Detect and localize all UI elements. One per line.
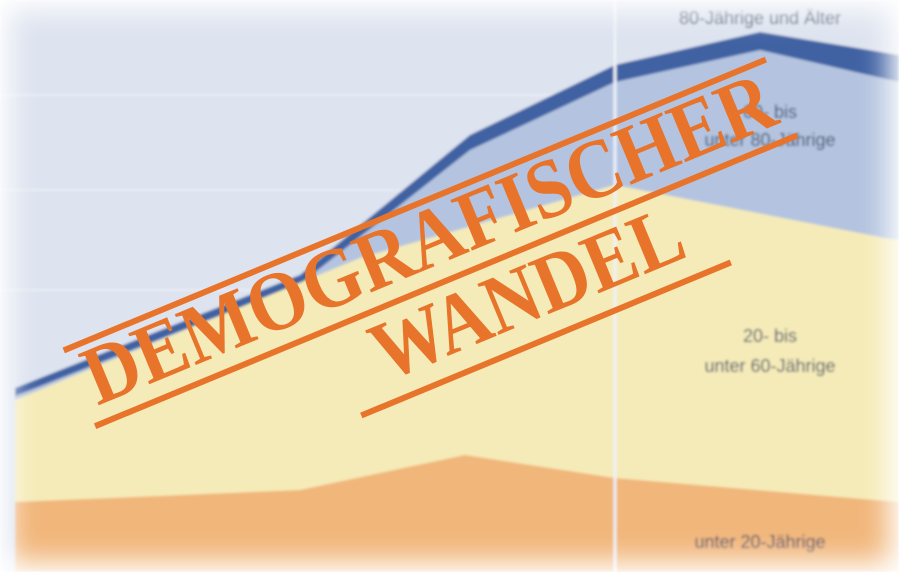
area-young (15, 455, 899, 572)
label: unter 60-Jährige (704, 356, 835, 376)
stamp-rule (93, 132, 799, 429)
stamp-rule (360, 259, 732, 419)
stamp-rule (62, 56, 768, 354)
label: unter 20-Jährige (694, 532, 825, 552)
label: 80-Jährige und Älter (679, 8, 841, 28)
label: 20- bis (743, 326, 797, 346)
label: 60- bis (743, 102, 797, 122)
label: unter 80-Jährige (704, 130, 835, 150)
